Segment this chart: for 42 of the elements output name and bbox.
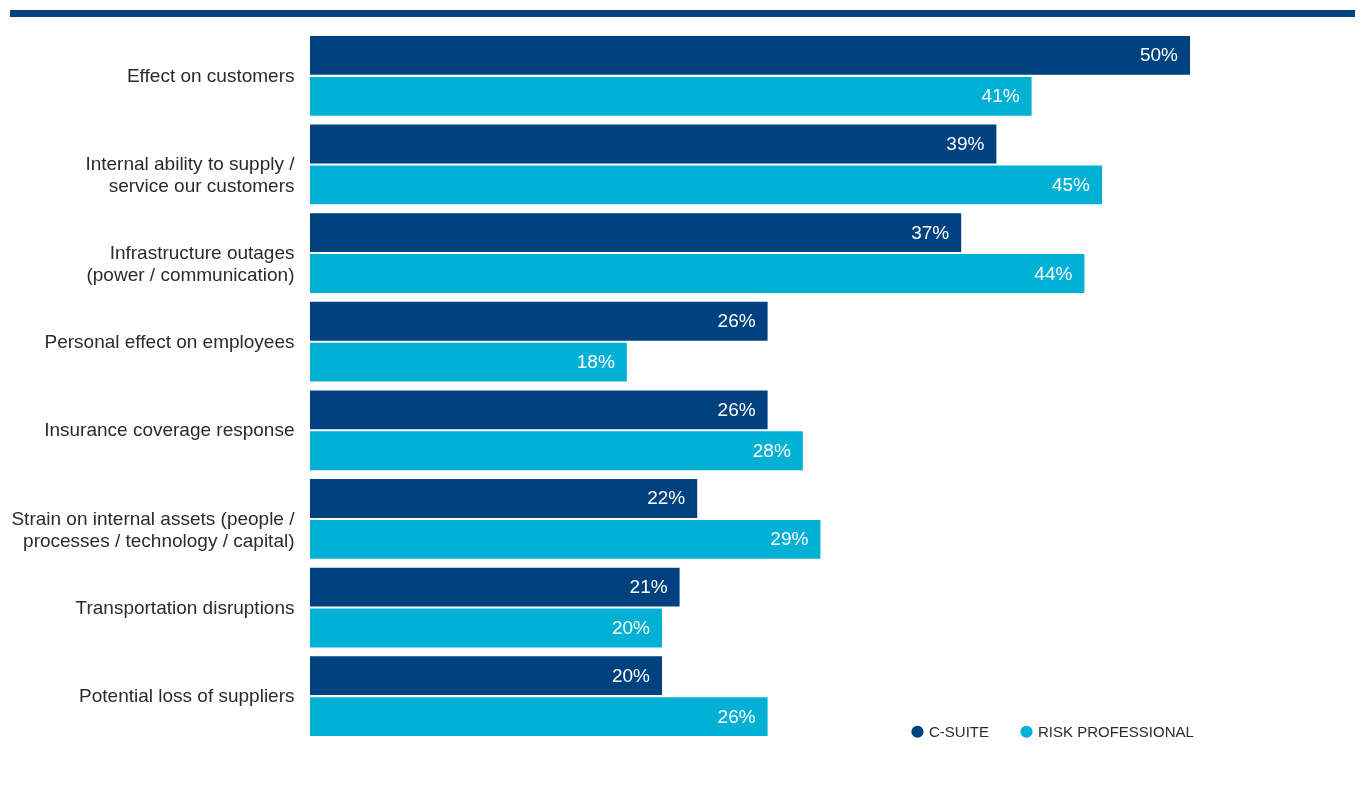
bar [310, 342, 627, 382]
bar [310, 479, 698, 518]
bar [310, 213, 962, 253]
y-tick-label: Internal ability to supply / service our customers [85, 153, 296, 197]
data-label: 20% [611, 616, 651, 638]
bar [310, 608, 662, 648]
data-label: 21% [629, 576, 668, 598]
data-label: 41% [981, 85, 1020, 107]
bar [310, 519, 821, 559]
data-label: 37% [911, 221, 950, 243]
bar [310, 431, 803, 471]
bar [310, 301, 768, 341]
data-label: 50% [1139, 44, 1179, 66]
data-label: 39% [946, 133, 985, 155]
y-tick-label: Personal effect on employees [44, 330, 295, 352]
bar [310, 165, 1102, 205]
data-label: 44% [1034, 262, 1073, 284]
bar [310, 697, 768, 736]
bar [310, 76, 1032, 116]
y-tick-label: Effect on customers [126, 64, 295, 86]
data-label: 26% [717, 398, 756, 420]
y-tick-label: Potential loss of suppliers [79, 685, 295, 707]
y-tick-label: Strain on internal assets (people / processes / technology / capital) [11, 507, 296, 551]
data-label: 26% [717, 310, 756, 332]
bar [310, 567, 680, 607]
data-label: 20% [611, 664, 651, 686]
bar [310, 124, 997, 164]
y-tick-label: Insurance coverage response [44, 419, 295, 441]
bar [310, 656, 662, 696]
data-label: 18% [576, 351, 615, 373]
legend-label: RISK PROFESSIONAL [1038, 722, 1194, 740]
data-label: 26% [717, 705, 756, 727]
data-label: 22% [647, 487, 686, 509]
bar [310, 254, 1085, 293]
data-label: 28% [752, 439, 791, 461]
data-label: 29% [770, 528, 809, 550]
bar [310, 36, 1190, 75]
y-tick-label: Infrastructure outages (power / communication) [86, 242, 295, 286]
data-label: 45% [1051, 173, 1091, 195]
y-tick-label: Transportation disruptions [75, 596, 295, 618]
legend-label: C-SUITE [929, 722, 989, 740]
bar [310, 390, 768, 430]
